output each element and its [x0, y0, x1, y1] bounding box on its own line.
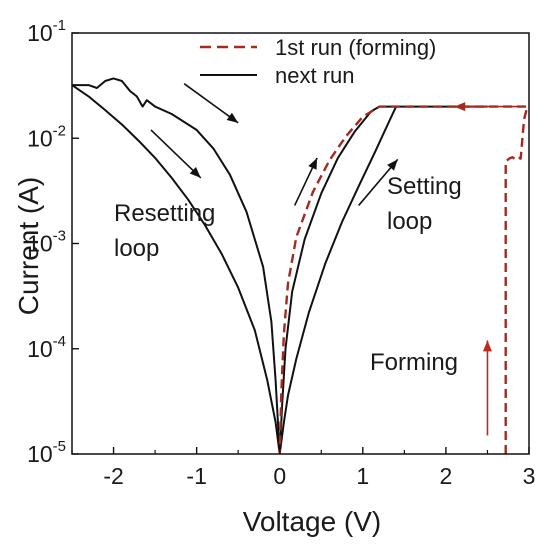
next-run-curve [278, 106, 398, 455]
x-tick-label: 1 [356, 463, 369, 489]
arrows-layer [150, 83, 521, 436]
y-tick-label: 10-3 [27, 228, 66, 257]
y-tick-label: 10-1 [27, 17, 66, 46]
arrow-head [226, 112, 239, 123]
legend-label-next-run: next run [275, 63, 355, 88]
resetting-annotation-line1: Resetting [114, 200, 215, 227]
next-run-curve [71, 84, 281, 455]
y-tick-label: 10-2 [27, 122, 66, 151]
forming-annotation: Forming [370, 349, 458, 376]
arrow-head [454, 102, 466, 112]
x-axis-label: Voltage (V) [243, 506, 382, 537]
y-ticks: 10-5 10-4 10-3 10-2 10-1 [27, 17, 79, 467]
legend-label-forming: 1st run (forming) [275, 35, 436, 60]
curves-layer [71, 77, 529, 455]
y-axis-label: Current (A) [13, 177, 44, 315]
resetting-annotation-line2: loop [114, 235, 159, 262]
arrow-head [387, 159, 398, 171]
y-tick-label: 10-4 [27, 333, 66, 362]
direction-arrow [150, 129, 202, 179]
arrow-head [308, 157, 318, 170]
x-tick-label: -2 [103, 463, 123, 489]
setting-annotation-line1: Setting [387, 173, 462, 200]
legend: 1st run (forming) next run [200, 35, 436, 88]
x-tick-label: -1 [186, 463, 206, 489]
direction-arrow [183, 83, 239, 124]
setting-annotation-line2: loop [387, 208, 432, 235]
arrow-head [189, 167, 201, 178]
x-tick-label: 3 [523, 463, 536, 489]
x-tick-label: 2 [440, 463, 453, 489]
y-tick-label: 10-5 [27, 438, 66, 467]
next-run-curve [278, 105, 488, 455]
next-run-curve [72, 77, 281, 455]
x-tick-label: 0 [273, 463, 286, 489]
x-ticks: -2 -1 0 1 2 3 [71, 447, 536, 489]
arrow-head [482, 340, 492, 352]
